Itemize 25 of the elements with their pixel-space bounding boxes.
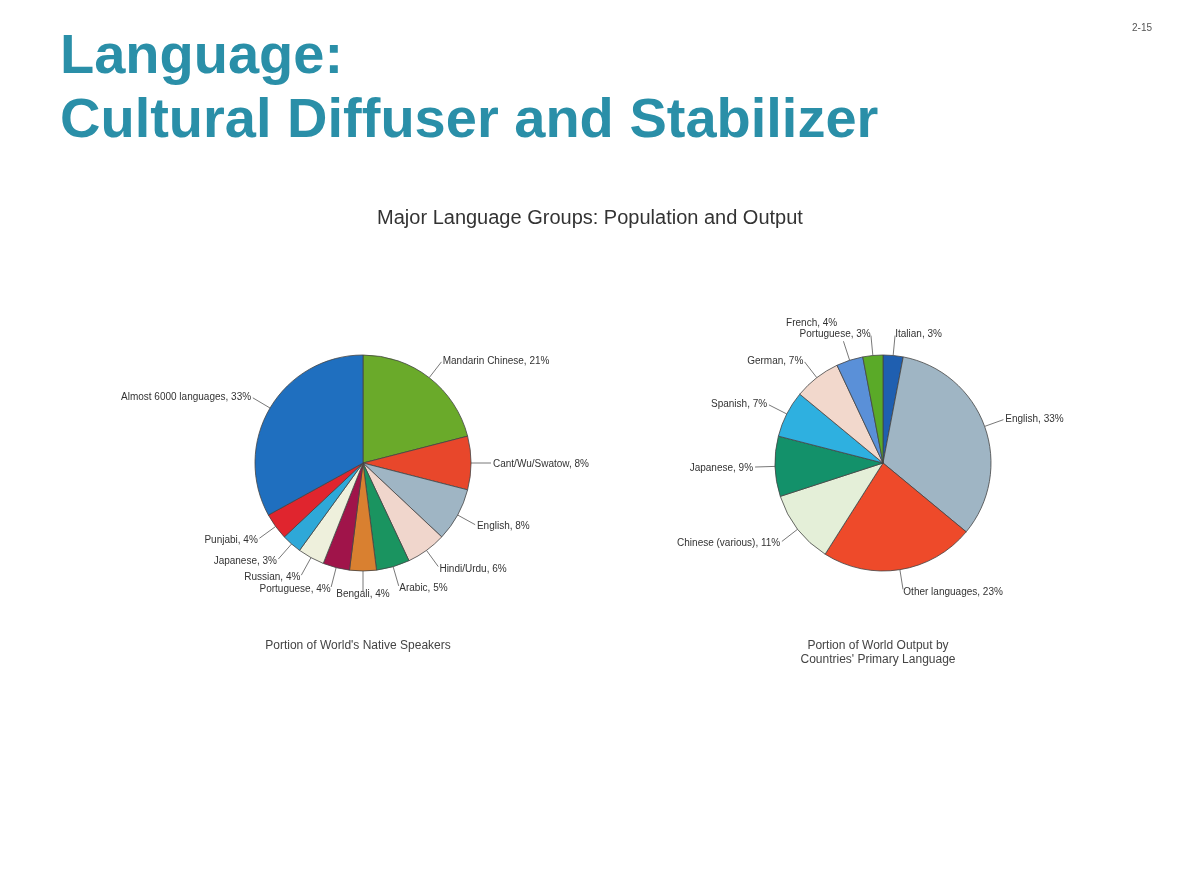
slice-label: Bengali, 4% — [336, 587, 390, 599]
slice-label: English, 8% — [476, 520, 530, 532]
text: Portion of World Output by Countries' Primary Language — [800, 638, 956, 666]
slice-label: Arabic, 5% — [399, 582, 448, 594]
slice-label: Russian, 4% — [244, 571, 301, 583]
slice-label: Almost 6000 languages, 33% — [121, 391, 252, 403]
slice-label: Mandarin Chinese, 21% — [442, 354, 550, 366]
slice-label: Punjabi, 4% — [204, 533, 258, 545]
slice-label: Spanish, 7% — [711, 398, 768, 410]
slice-label: English, 33% — [1005, 413, 1064, 425]
text: Portion of World's Native Speakers — [265, 638, 451, 652]
slice-label: Other languages, 23% — [903, 585, 1003, 597]
slice-label: Portuguese, 3% — [799, 328, 871, 340]
slice-label: Japanese, 9% — [689, 461, 754, 473]
slice-label: German, 7% — [747, 354, 804, 366]
text: 2-15 — [1131, 22, 1152, 33]
slice-label: French, 4% — [786, 316, 838, 328]
slice-label: Hindi/Urdu, 6% — [439, 562, 507, 574]
slice-label: Portuguese, 4% — [259, 583, 331, 595]
chart-subtitle: Major Language Groups: Population and Output — [376, 206, 804, 229]
chart-title: Language: Cultural Diffuser and Stabilizer — [60, 22, 879, 151]
slice-label: Italian, 3% — [895, 328, 943, 340]
slice-label: Cant/Wu/Swatow, 8% — [493, 457, 590, 469]
slice-label: Japanese, 3% — [213, 555, 278, 567]
slice-label: Chinese (various), 11% — [677, 537, 781, 549]
